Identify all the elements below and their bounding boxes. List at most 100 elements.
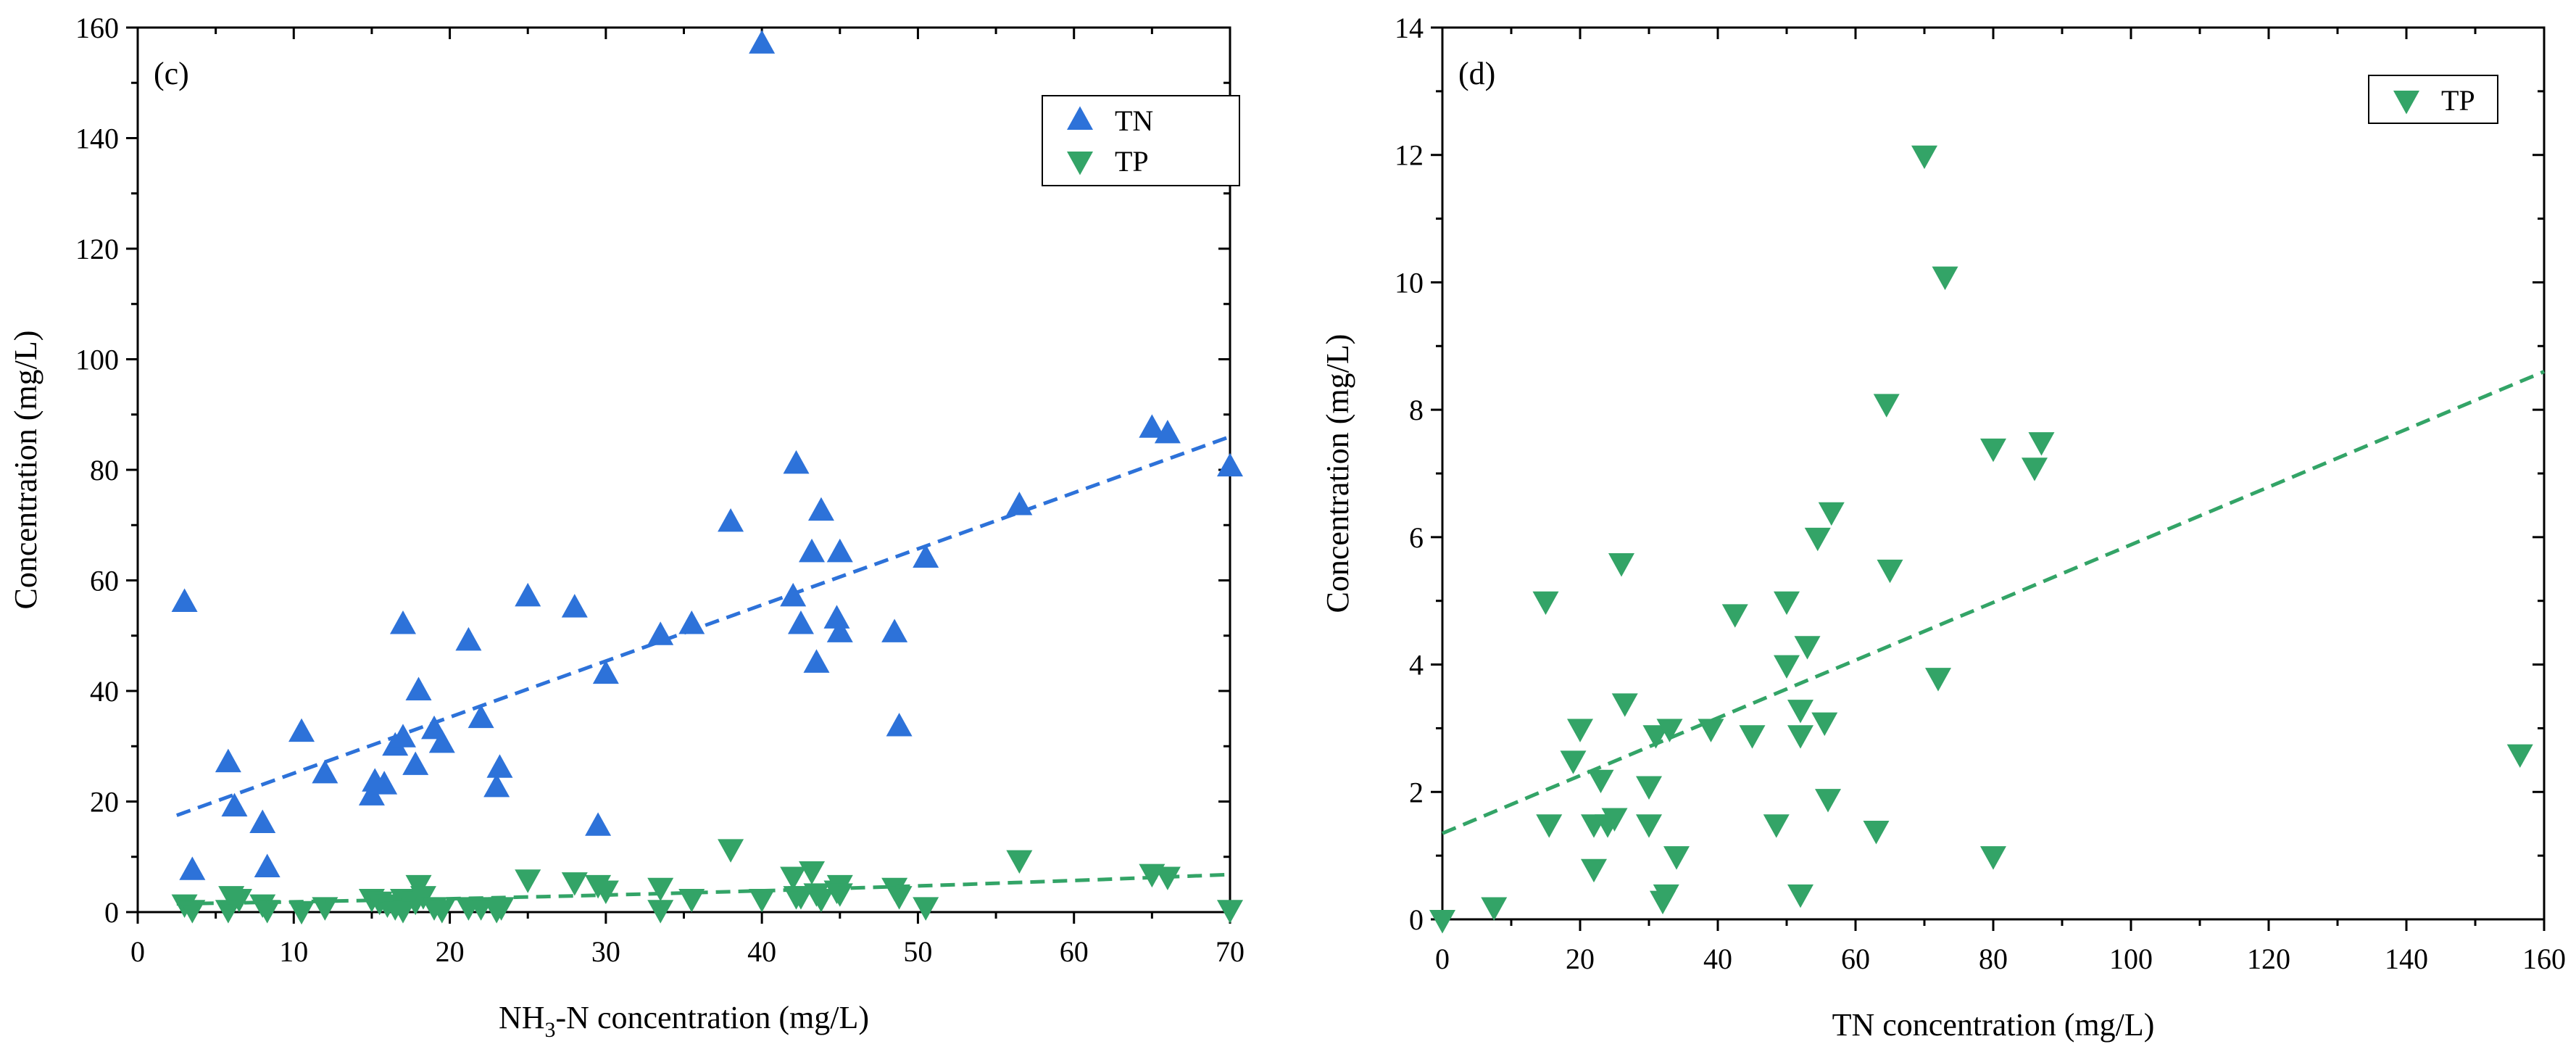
- tp-point: [1636, 814, 1662, 838]
- tp-point: [179, 900, 206, 924]
- tn-point: [718, 508, 744, 532]
- tp-point: [1429, 910, 1455, 934]
- panel-label: (d): [1458, 56, 1495, 91]
- tn-point: [826, 618, 853, 642]
- x-tick-label: 40: [1703, 943, 1732, 975]
- panel-label: (c): [154, 56, 189, 91]
- y-tick-label: 100: [75, 344, 119, 376]
- x-tick-label: 20: [1566, 943, 1595, 975]
- tn-point: [249, 809, 276, 833]
- legend-box: [2368, 75, 2498, 124]
- y-tick-label: 8: [1409, 394, 1424, 426]
- tp-point: [1925, 668, 1951, 692]
- tp-point: [749, 888, 776, 913]
- tp-point: [1532, 591, 1559, 616]
- tn-point: [515, 582, 541, 607]
- tp-point: [1911, 145, 1937, 170]
- tp-point: [428, 900, 455, 924]
- tn-point: [312, 759, 338, 784]
- y-tick-label: 14: [1395, 12, 1424, 44]
- tp-point: [1560, 750, 1587, 774]
- series-tp: [1429, 145, 2533, 934]
- tp-point: [1873, 394, 1900, 418]
- legend-tp-label: TP: [2441, 84, 2475, 117]
- y-tick-label: 6: [1409, 521, 1424, 554]
- y-tick-label: 4: [1409, 649, 1424, 682]
- tp-fit-line: [1442, 370, 2545, 835]
- tn-point: [1217, 452, 1243, 477]
- tp-fit-line: [176, 872, 1231, 906]
- tp-point: [488, 897, 515, 921]
- tp-point: [1217, 900, 1243, 924]
- y-tick-label: 12: [1395, 139, 1424, 172]
- tn-point: [1006, 492, 1033, 515]
- panel-d: 0 20 40 60 80 100 120 140 160 0 2 4 6 8 10 12 14 TN conce…: [1320, 12, 2566, 1043]
- tn-point: [647, 621, 674, 645]
- tn-point: [783, 450, 810, 474]
- tp-point: [1774, 591, 1800, 616]
- y-tick-label: 20: [90, 786, 119, 819]
- tp-point: [1653, 884, 1679, 908]
- legend: TN TP: [1042, 95, 1240, 186]
- y-axis-title: Concentration (mg/L): [8, 331, 43, 610]
- tn-point: [592, 660, 619, 684]
- x-tick-label: 70: [1216, 935, 1245, 968]
- x-tick-label: 10: [279, 935, 308, 968]
- tn-point: [179, 856, 206, 880]
- tp-point: [2506, 744, 2533, 769]
- tp-point: [1481, 897, 1508, 921]
- series-tn: [171, 30, 1243, 880]
- legend-tp-marker: [2393, 91, 2419, 115]
- tn-point: [826, 538, 853, 563]
- tn-point: [389, 610, 416, 634]
- x-tick-label: 80: [1979, 943, 2008, 975]
- tp-point: [1656, 719, 1683, 742]
- y-tick-label: 0: [1409, 903, 1424, 936]
- x-tick-label: 0: [1435, 943, 1450, 975]
- tn-point: [881, 618, 908, 642]
- y-tick-label: 140: [75, 123, 119, 155]
- tn-point: [288, 718, 315, 742]
- tn-point: [402, 751, 429, 775]
- x-tick-label: 120: [2247, 943, 2290, 975]
- tp-point: [1601, 808, 1628, 832]
- tp-point: [1587, 769, 1614, 794]
- legend-box: [1042, 95, 1240, 186]
- tn-point: [389, 724, 416, 748]
- tn-point: [803, 649, 830, 673]
- plot-frame: [1441, 26, 2546, 921]
- tn-point: [561, 594, 588, 618]
- tp-point: [2022, 457, 2048, 481]
- tn-point: [486, 754, 513, 778]
- legend-tp-label: TP: [1115, 145, 1149, 178]
- tp-point: [2028, 432, 2055, 456]
- x-tick-label: 60: [1060, 935, 1089, 968]
- tn-point: [913, 544, 939, 568]
- tp-point: [1567, 719, 1593, 742]
- tp-point: [1636, 776, 1662, 800]
- tn-point: [787, 610, 814, 634]
- x-tick-label: 0: [130, 935, 145, 968]
- tp-point: [1608, 553, 1634, 577]
- tp-point: [647, 900, 674, 924]
- x-tick-label: 160: [2522, 943, 2566, 975]
- tp-point: [1787, 725, 1813, 749]
- x-axis-title: NH3-N concentration (mg/L): [499, 1000, 869, 1042]
- y-tick-label: 80: [90, 454, 119, 486]
- legend-tn-marker: [1067, 106, 1093, 130]
- tp-point: [807, 888, 834, 913]
- tn-point: [799, 538, 826, 563]
- tp-point: [718, 839, 744, 863]
- tn-point: [428, 729, 455, 753]
- tp-point: [1006, 850, 1033, 874]
- tp-point: [647, 877, 674, 902]
- y-tick-label: 0: [104, 896, 119, 929]
- y-tick-label: 10: [1395, 266, 1424, 299]
- x-tick-label: 100: [2109, 943, 2153, 975]
- tp-point: [799, 861, 826, 885]
- tp-point: [389, 900, 416, 924]
- tp-point: [1581, 858, 1607, 883]
- panel-c: 0 10 20 30 40 50 60 70 0 20 40 60 80 100 120 140 160 NH3-…: [8, 12, 1245, 1042]
- x-tick-label: 30: [591, 935, 620, 968]
